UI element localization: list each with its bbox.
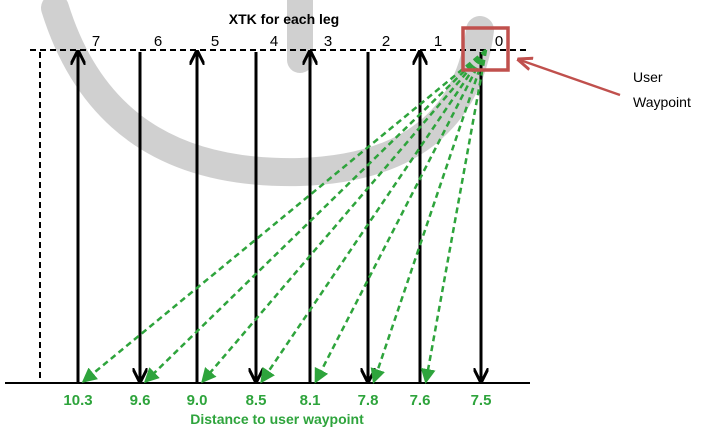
distance-label-3: 8.1 <box>300 392 321 409</box>
callout-line1: User <box>633 69 663 85</box>
distance-arrow-3 <box>314 49 488 384</box>
leg-label-5: 5 <box>211 33 219 50</box>
distance-label-2: 7.8 <box>358 392 379 409</box>
distance-arrow-6 <box>143 49 487 384</box>
callout-arrow <box>520 60 621 97</box>
distance-axis-title: Distance to user waypoint <box>190 411 364 427</box>
leg-label-0: 0 <box>495 33 503 50</box>
distance-arrow-2 <box>370 49 488 384</box>
distance-arrow-1 <box>420 49 488 384</box>
leg-label-4: 4 <box>270 33 278 50</box>
leg-label-7: 7 <box>92 33 100 50</box>
distance-arrows-layer <box>81 49 488 384</box>
distance-labels-layer: 10.3 9.6 9.0 8.5 8.1 7.8 7.6 7.5 <box>63 392 491 409</box>
distance-arrow-4 <box>260 49 488 384</box>
diagram-title: XTK for each leg <box>229 11 339 27</box>
leg-label-3: 3 <box>324 33 332 50</box>
distance-label-7: 10.3 <box>63 392 92 409</box>
legs-layer: 7 6 5 4 3 2 1 0 <box>78 33 503 383</box>
leg-label-1: 1 <box>434 33 442 50</box>
distance-label-1: 7.6 <box>410 392 431 409</box>
distance-label-5: 9.0 <box>187 392 208 409</box>
distance-label-0: 7.5 <box>471 392 492 409</box>
leg-label-6: 6 <box>154 33 162 50</box>
distance-label-6: 9.6 <box>130 392 151 409</box>
watermark-arc <box>41 0 494 187</box>
user-waypoint-box <box>461 26 510 72</box>
callout-line2: Waypoint <box>633 94 691 110</box>
distance-arrow-5 <box>201 49 487 384</box>
leg-label-2: 2 <box>382 33 390 50</box>
distance-label-4: 8.5 <box>246 392 267 409</box>
distance-arrow-7 <box>81 49 487 383</box>
